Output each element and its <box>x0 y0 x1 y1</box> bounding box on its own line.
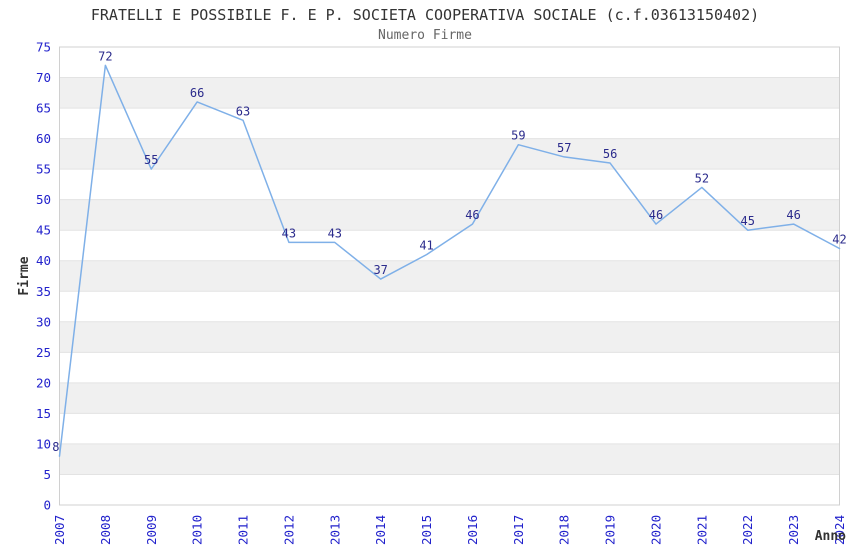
y-tick-label: 5 <box>43 467 51 482</box>
grid-band <box>59 443 840 475</box>
x-tick-label: 2021 <box>694 515 709 545</box>
data-point-label: 57 <box>557 141 571 155</box>
data-point-label: 37 <box>373 263 387 277</box>
data-point-label: 46 <box>786 208 800 222</box>
y-tick-label: 35 <box>36 284 51 299</box>
y-tick-label: 25 <box>36 345 51 360</box>
x-tick-label: 2009 <box>144 515 159 545</box>
x-tick-label: 2020 <box>648 515 663 545</box>
y-tick-label: 30 <box>36 314 51 329</box>
x-tick-label: 2014 <box>373 515 388 545</box>
data-point-label: 41 <box>419 239 433 253</box>
data-point-label: 63 <box>236 104 250 118</box>
x-axis-title: Anno <box>815 529 846 544</box>
y-tick-label: 60 <box>36 131 51 146</box>
data-line <box>58 64 841 457</box>
data-point-label: 43 <box>328 226 342 240</box>
y-tick-label: 10 <box>36 436 51 451</box>
grid-band <box>59 260 840 292</box>
y-tick-label: 75 <box>36 40 51 55</box>
x-tick-label: 2016 <box>465 515 480 545</box>
grid-band <box>59 138 840 170</box>
data-point-label: 66 <box>190 86 204 100</box>
y-tick-label: 45 <box>36 223 51 238</box>
grid-band <box>59 199 840 231</box>
x-tick-label: 2023 <box>786 515 801 545</box>
plot-border <box>59 46 840 506</box>
data-point-label: 46 <box>465 208 479 222</box>
x-tick-label: 2017 <box>511 515 526 545</box>
y-tick-label: 70 <box>36 70 51 85</box>
chart-subtitle: Numero Firme <box>378 28 472 43</box>
x-tick-label: 2018 <box>557 515 572 545</box>
x-tick-label: 2011 <box>236 515 251 545</box>
y-tick-label: 15 <box>36 406 51 421</box>
x-tick-label: 2022 <box>740 515 755 545</box>
chart-title: FRATELLI E POSSIBILE F. E P. SOCIETA COO… <box>90 6 760 24</box>
y-tick-label: 65 <box>36 101 51 116</box>
y-tick-label: 50 <box>36 192 51 207</box>
y-axis-title: Firme <box>17 256 32 295</box>
x-tick-label: 2008 <box>98 515 113 545</box>
data-point-label: 59 <box>511 129 525 143</box>
grid-band <box>59 382 840 414</box>
data-point-label: 46 <box>649 208 663 222</box>
grid-band <box>59 321 840 353</box>
x-tick-label: 2015 <box>419 515 434 545</box>
data-point-label: 52 <box>695 171 709 185</box>
data-point-label: 45 <box>741 214 755 228</box>
data-point-label: 8 <box>52 440 59 454</box>
data-point-label: 43 <box>282 226 296 240</box>
x-tick-label: 2012 <box>281 515 296 545</box>
y-tick-label: 40 <box>36 253 51 268</box>
x-tick-label: 2010 <box>190 515 205 545</box>
y-tick-label: 20 <box>36 375 51 390</box>
y-tick-label: 0 <box>43 498 51 513</box>
data-point-label: 72 <box>98 49 112 63</box>
y-tick-label: 55 <box>36 162 51 177</box>
x-tick-label: 2019 <box>603 515 618 545</box>
x-tick-label: 2024 <box>832 515 847 545</box>
data-point-label: 55 <box>144 153 158 167</box>
x-tick-label: 2007 <box>52 515 67 545</box>
grid-band <box>59 77 840 109</box>
data-point-label: 42 <box>832 233 846 247</box>
x-tick-label: 2013 <box>327 515 342 545</box>
data-point-label: 56 <box>603 147 617 161</box>
